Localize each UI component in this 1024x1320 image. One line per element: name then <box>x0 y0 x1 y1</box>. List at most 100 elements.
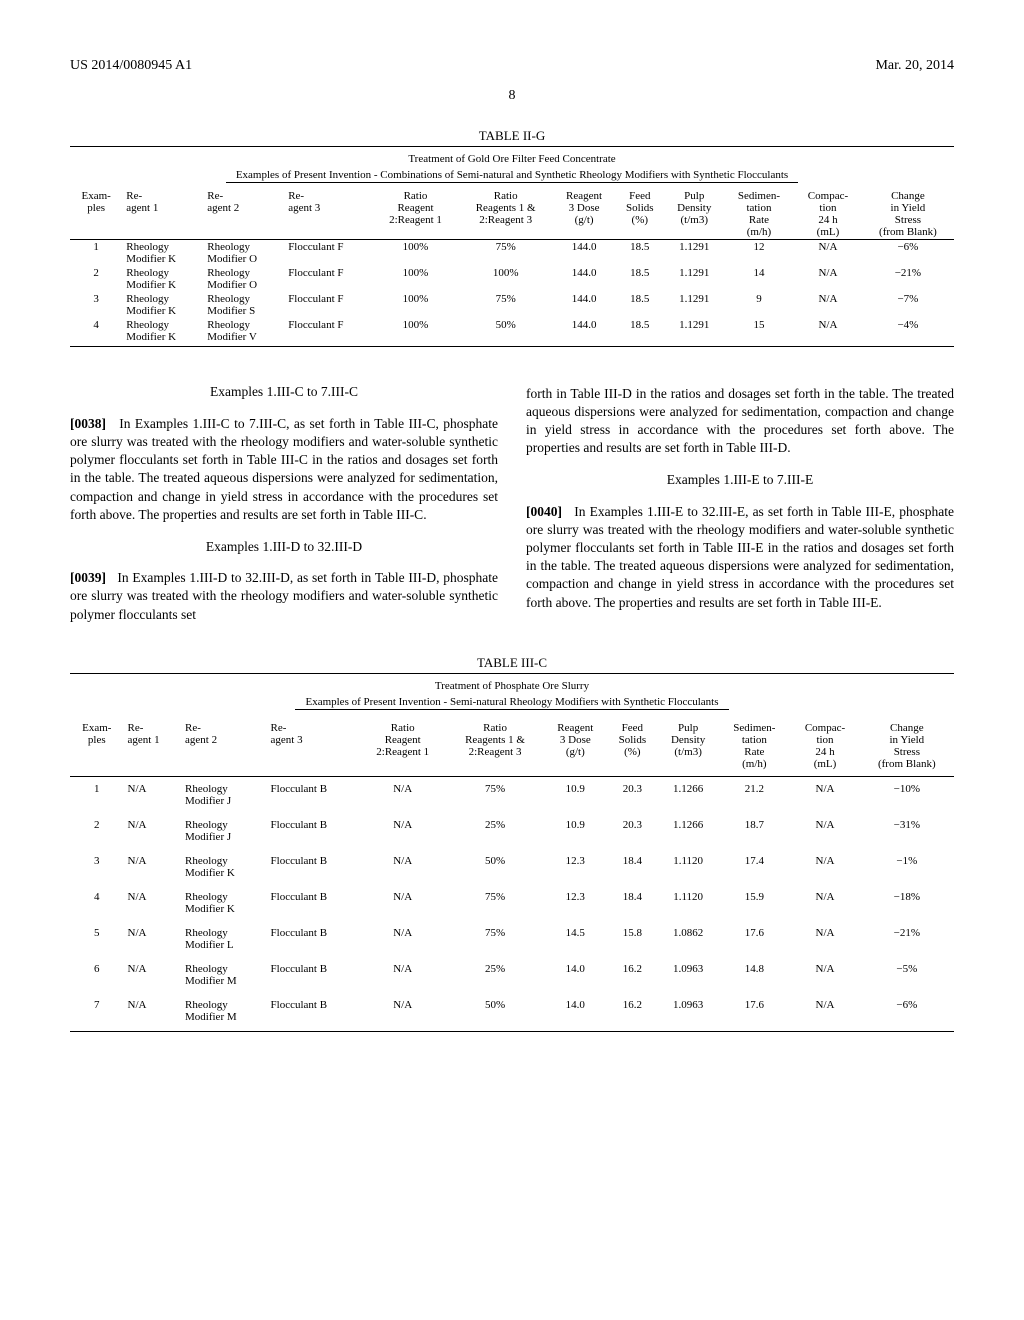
table-cell: 9 <box>724 292 794 318</box>
table-row: 4RheologyModifier KRheologyModifier VFlo… <box>70 318 954 344</box>
table-row: 7N/ARheologyModifier MFlocculant BN/A50%… <box>70 993 954 1029</box>
table-cell: 15.9 <box>718 885 790 921</box>
table-cell: N/A <box>790 957 859 993</box>
table-cell: N/A <box>794 240 862 267</box>
table-2g: TABLE II-G Treatment of Gold Ore Filter … <box>70 128 954 347</box>
page-number: 8 <box>70 88 954 104</box>
table-cell: 1.1291 <box>665 318 724 344</box>
table-cell: 2 <box>70 813 124 849</box>
col-header: Re-agent 2 <box>203 189 284 240</box>
para-0039: [0039] In Examples 1.III-D to 32.III-D, … <box>70 569 498 624</box>
table-cell: 144.0 <box>553 318 615 344</box>
heading-2: Examples 1.III-D to 32.III-D <box>70 538 498 556</box>
table-cell: Flocculant F <box>284 240 373 267</box>
left-column: Examples 1.III-C to 7.III-C [0038] In Ex… <box>70 371 498 637</box>
table-cell: −18% <box>860 885 954 921</box>
page-header: US 2014/0080945 A1 Mar. 20, 2014 <box>70 58 954 74</box>
col-header: Compac-tion24 h(mL) <box>790 716 859 777</box>
table-cell: 75% <box>458 240 553 267</box>
table-cell: 18.5 <box>615 266 665 292</box>
table-cell: 25% <box>446 813 543 849</box>
table-cell: 15.8 <box>607 921 658 957</box>
table-cell: 1.1291 <box>665 292 724 318</box>
col-header: Re-agent 2 <box>181 716 267 777</box>
table-cell: N/A <box>359 993 446 1029</box>
table-cell: 6 <box>70 957 124 993</box>
table-cell: 2 <box>70 266 122 292</box>
para-num-0039: [0039] <box>70 570 106 585</box>
col-header: Re-agent 1 <box>122 189 203 240</box>
table-cell: 16.2 <box>607 993 658 1029</box>
col-header: Compac-tion24 h(mL) <box>794 189 862 240</box>
table-cell: 17.6 <box>718 993 790 1029</box>
body-columns: Examples 1.III-C to 7.III-C [0038] In Ex… <box>70 371 954 637</box>
table-cell: 100% <box>458 266 553 292</box>
table-cell: 17.6 <box>718 921 790 957</box>
doc-number: US 2014/0080945 A1 <box>70 58 192 74</box>
col-header: PulpDensity(t/m3) <box>658 716 719 777</box>
table-cell: 144.0 <box>553 240 615 267</box>
col-header: Re-agent 1 <box>124 716 181 777</box>
table-cell: 5 <box>70 921 124 957</box>
table-3c: TABLE III-C Treatment of Phosphate Ore S… <box>70 655 954 1032</box>
table-cell: 18.4 <box>607 849 658 885</box>
col-header: Changein YieldStress(from Blank) <box>860 716 954 777</box>
table-cell: −31% <box>860 813 954 849</box>
table-cell: RheologyModifier K <box>181 885 267 921</box>
table-cell: N/A <box>790 885 859 921</box>
table-cell: −21% <box>862 266 954 292</box>
table-cell: RheologyModifier V <box>203 318 284 344</box>
table-cell: 3 <box>70 849 124 885</box>
table-cell: 14.0 <box>544 957 607 993</box>
table-cell: Flocculant B <box>267 993 360 1029</box>
table-3c-sub1: Treatment of Phosphate Ore Slurry <box>70 680 954 692</box>
table-3c-grid: Exam-plesRe-agent 1Re-agent 2Re-agent 3R… <box>70 716 954 1029</box>
table-cell: −7% <box>862 292 954 318</box>
table-row: 1N/ARheologyModifier JFlocculant BN/A75%… <box>70 777 954 814</box>
table-cell: N/A <box>359 957 446 993</box>
table-cell: RheologyModifier O <box>203 240 284 267</box>
table-cell: 75% <box>446 885 543 921</box>
col-header: RatioReagent2:Reagent 1 <box>359 716 446 777</box>
table-cell: RheologyModifier S <box>203 292 284 318</box>
col-header: PulpDensity(t/m3) <box>665 189 724 240</box>
table-2g-caption: TABLE II-G <box>70 128 954 144</box>
table-cell: 100% <box>373 292 458 318</box>
table-cell: 144.0 <box>553 292 615 318</box>
heading-3: Examples 1.III-E to 7.III-E <box>526 471 954 489</box>
table-cell: N/A <box>124 921 181 957</box>
table-cell: N/A <box>794 266 862 292</box>
table-cell: 75% <box>458 292 553 318</box>
table-cell: Flocculant F <box>284 266 373 292</box>
table-cell: RheologyModifier K <box>122 292 203 318</box>
col-header: RatioReagents 1 &2:Reagent 3 <box>446 716 543 777</box>
col-header: Sedimen-tationRate(m/h) <box>724 189 794 240</box>
table-cell: 14.0 <box>544 993 607 1029</box>
table-row: 3N/ARheologyModifier KFlocculant BN/A50%… <box>70 849 954 885</box>
table-cell: 1.1266 <box>658 813 719 849</box>
table-cell: RheologyModifier M <box>181 993 267 1029</box>
table-cell: Flocculant B <box>267 849 360 885</box>
table-cell: Flocculant B <box>267 921 360 957</box>
table-cell: 75% <box>446 921 543 957</box>
table-cell: 12 <box>724 240 794 267</box>
table-cell: −21% <box>860 921 954 957</box>
table-cell: 10.9 <box>544 813 607 849</box>
table-cell: 1.1120 <box>658 849 719 885</box>
table-cell: 50% <box>458 318 553 344</box>
para-0039-text-b: forth in Table III-D in the ratios and d… <box>526 386 954 456</box>
table-cell: N/A <box>359 885 446 921</box>
heading-1: Examples 1.III-C to 7.III-C <box>70 383 498 401</box>
table-cell: 100% <box>373 266 458 292</box>
para-0038-text: In Examples 1.III-C to 7.III-C, as set f… <box>70 416 498 522</box>
table-2g-sub2: Examples of Present Invention - Combinat… <box>226 169 798 183</box>
table-cell: RheologyModifier L <box>181 921 267 957</box>
table-cell: 4 <box>70 318 122 344</box>
col-header: FeedSolids(%) <box>607 716 658 777</box>
table-cell: N/A <box>124 885 181 921</box>
table-cell: 1.1291 <box>665 240 724 267</box>
para-0038: [0038] In Examples 1.III-C to 7.III-C, a… <box>70 415 498 524</box>
para-0039-text-a: In Examples 1.III-D to 32.III-D, as set … <box>70 570 498 621</box>
col-header: Exam-ples <box>70 716 124 777</box>
para-0039-cont: forth in Table III-D in the ratios and d… <box>526 385 954 458</box>
